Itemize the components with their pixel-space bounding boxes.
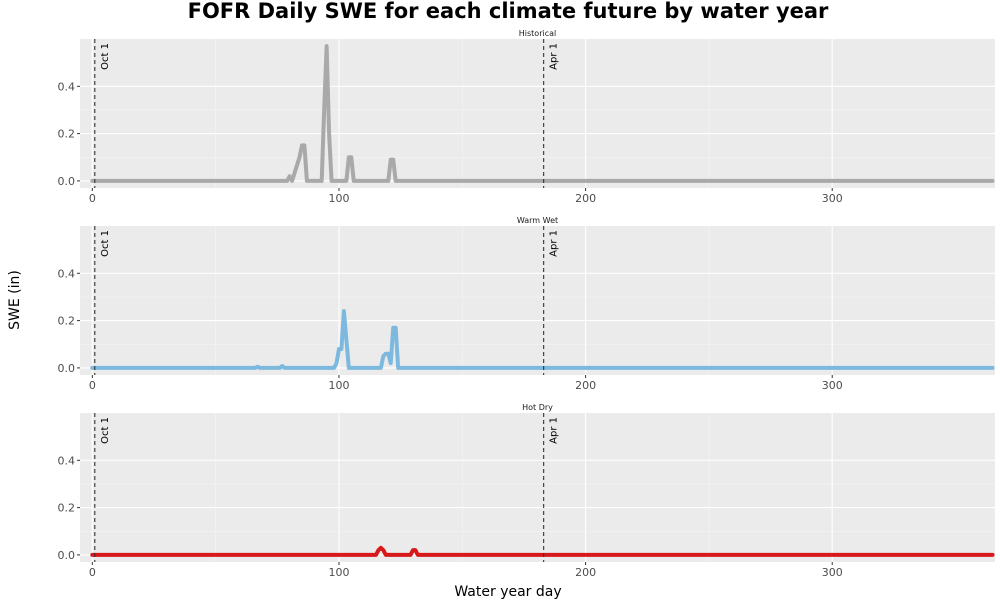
x-tick-label: 200 xyxy=(575,566,596,579)
panel-hot-dry: Hot Dry Oct 1 Apr 1 0 100 200 300 0.0 0.2 0.4 xyxy=(58,403,995,579)
series-line-historical xyxy=(90,44,995,183)
y-axis-label: SWE (in) xyxy=(7,270,23,330)
x-tick-label: 100 xyxy=(328,192,349,205)
x-tick-label: 200 xyxy=(575,379,596,392)
reference-line-label: Apr 1 xyxy=(549,43,560,70)
series-line-warm-wet xyxy=(90,309,995,370)
x-tick-label: 300 xyxy=(822,192,843,205)
reference-line-label: Oct 1 xyxy=(100,417,111,444)
y-tick-label: 0.0 xyxy=(58,175,76,188)
reference-line-label: Oct 1 xyxy=(100,43,111,70)
x-tick-label: 0 xyxy=(89,192,96,205)
y-tick-label: 0.4 xyxy=(58,80,76,93)
reference-line-label: Apr 1 xyxy=(549,417,560,444)
x-tick-label: 100 xyxy=(328,566,349,579)
y-tick-label: 0.0 xyxy=(58,549,76,562)
panel-background xyxy=(80,39,995,188)
x-tick-label: 0 xyxy=(89,379,96,392)
chart-title: FOFR Daily SWE for each climate future b… xyxy=(188,0,829,23)
reference-line-label: Apr 1 xyxy=(549,230,560,257)
x-tick-label: 200 xyxy=(575,192,596,205)
y-tick-label: 0.0 xyxy=(58,362,76,375)
panel-strip-label: Historical xyxy=(519,29,556,38)
panel-strip-label: Hot Dry xyxy=(522,403,553,412)
y-tick-label: 0.4 xyxy=(58,267,76,280)
y-tick-label: 0.4 xyxy=(58,454,76,467)
y-tick-label: 0.2 xyxy=(58,128,76,141)
panel-strip-label: Warm Wet xyxy=(517,216,558,225)
reference-line-label: Oct 1 xyxy=(100,230,111,257)
series-line-hot-dry xyxy=(90,545,995,557)
x-tick-label: 300 xyxy=(822,566,843,579)
panel-historical: Historical Oct 1 Apr 1 0 100 200 300 0.0 0.2 0.4 xyxy=(58,29,995,205)
panel-background xyxy=(80,413,995,562)
y-tick-label: 0.2 xyxy=(58,315,76,328)
x-tick-label: 300 xyxy=(822,379,843,392)
panel-warm-wet: Warm Wet Oct 1 Apr 1 0 100 200 300 0.0 0.2 0.4 xyxy=(58,216,995,392)
panel-background xyxy=(80,226,995,375)
y-tick-label: 0.2 xyxy=(58,502,76,515)
x-tick-label: 100 xyxy=(328,379,349,392)
x-axis-label: Water year day xyxy=(454,584,561,600)
x-tick-label: 0 xyxy=(89,566,96,579)
